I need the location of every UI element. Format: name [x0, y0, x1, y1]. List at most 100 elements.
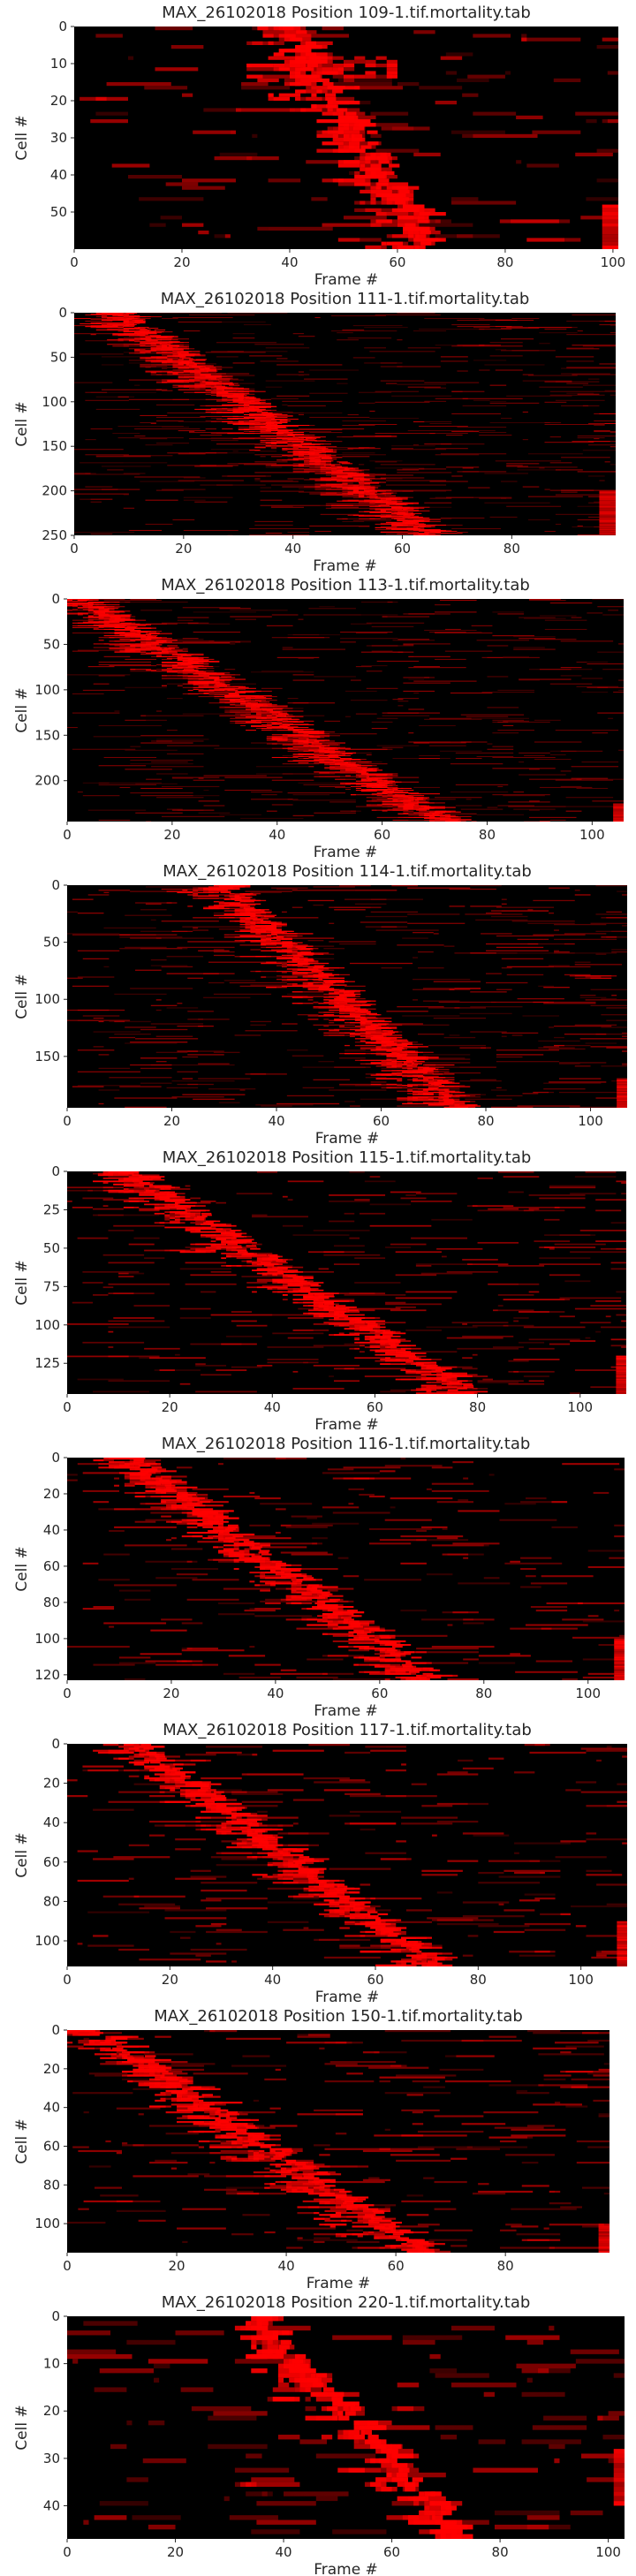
heatmap-cell	[539, 786, 593, 788]
heatmap-cell	[403, 816, 435, 818]
heatmap-cell	[392, 819, 445, 821]
heatmap-cell	[601, 917, 627, 919]
heatmap-cell	[125, 313, 138, 314]
heatmap-cell	[365, 170, 376, 175]
heatmap-cell	[298, 456, 332, 458]
heatmap-cell	[380, 366, 441, 367]
heatmap-cell	[181, 93, 193, 97]
heatmap-cell	[181, 360, 193, 362]
heatmap-cell	[117, 320, 129, 322]
heatmap-cell	[566, 360, 594, 362]
heatmap-cell	[209, 375, 222, 376]
heatmap-cell	[610, 464, 616, 466]
heatmap-cell	[345, 752, 357, 754]
heatmap-cell	[320, 477, 348, 479]
heatmap-cell	[371, 777, 382, 778]
heatmap-cell	[424, 502, 452, 504]
heatmap-cell	[429, 433, 468, 435]
heatmap-cell	[253, 919, 264, 921]
heatmap-cell	[500, 328, 540, 330]
heatmap-cell	[352, 489, 359, 491]
heatmap-cell	[194, 501, 228, 503]
heatmap-cell	[358, 464, 365, 466]
heatmap-cell	[177, 617, 209, 618]
heatmap-cell	[231, 398, 244, 400]
heatmap-cell	[187, 666, 204, 668]
heatmap-cell	[301, 735, 313, 737]
heatmap-cell	[599, 514, 616, 516]
heatmap-cell	[425, 812, 436, 814]
heatmap-cell	[371, 779, 382, 781]
heatmap-cell	[140, 438, 168, 440]
heatmap-cell	[257, 226, 269, 231]
heatmap-cell	[171, 666, 178, 668]
heatmap-cell	[602, 212, 618, 216]
heatmap-cell	[146, 778, 162, 780]
heatmap-cell	[254, 520, 293, 522]
heatmap-cell	[565, 797, 614, 799]
heatmap-cell	[527, 943, 564, 945]
heatmap-cell	[521, 37, 581, 42]
heatmap-cell	[255, 717, 288, 719]
heatmap-cell	[223, 903, 240, 905]
heatmap-cell	[98, 675, 125, 677]
heatmap-cell	[380, 478, 403, 480]
heatmap-cell	[398, 803, 404, 805]
heatmap-cell	[193, 686, 209, 688]
heatmap-cell	[146, 333, 157, 335]
heatmap-cell	[140, 909, 167, 911]
heatmap-cell	[599, 500, 616, 502]
heatmap-cell	[473, 133, 538, 138]
heatmap-cell	[188, 658, 200, 660]
heatmap-cell	[269, 711, 281, 713]
heatmap-cell	[128, 379, 178, 381]
heatmap-cell	[182, 673, 188, 675]
heatmap-cell	[367, 496, 378, 497]
heatmap-cell	[599, 520, 616, 522]
heatmap-cell	[490, 1001, 549, 1004]
heatmap-cell	[331, 468, 337, 470]
heatmap-cell	[405, 521, 418, 523]
heatmap-cell	[321, 458, 333, 460]
heatmap-cell	[375, 223, 398, 227]
heatmap-cell	[189, 354, 201, 356]
heatmap-cell	[529, 809, 540, 811]
heatmap-cell	[210, 407, 228, 409]
heatmap-cell	[85, 391, 108, 393]
heatmap-cell	[208, 961, 272, 963]
heatmap-cell	[365, 64, 376, 68]
heatmap-cell	[349, 962, 413, 965]
heatmap-cell	[172, 373, 178, 375]
heatmap-cell	[325, 455, 337, 457]
heatmap-cell	[205, 428, 216, 430]
heatmap-cell	[319, 747, 351, 749]
heatmap-cell	[420, 231, 431, 235]
heatmap-cell	[232, 400, 255, 402]
heatmap-cell	[198, 231, 209, 235]
heatmap-cell	[385, 490, 413, 492]
heatmap-cell	[172, 379, 201, 381]
heatmap-cell	[266, 716, 277, 718]
heatmap-cell	[219, 701, 246, 703]
heatmap-cell	[141, 636, 153, 638]
heatmap-cell	[150, 356, 163, 358]
y-tick-label: 0	[58, 19, 67, 34]
heatmap-cell	[183, 372, 195, 374]
heatmap-cell	[287, 478, 305, 480]
heatmap-cell	[352, 357, 375, 359]
heatmap-cell	[128, 339, 163, 341]
heatmap-cell	[223, 913, 251, 915]
heatmap-cell	[218, 928, 251, 930]
heatmap-cell	[178, 377, 190, 379]
heatmap-cell	[356, 1001, 367, 1004]
heatmap-cell	[299, 949, 311, 951]
heatmap-cell	[292, 996, 314, 998]
heatmap-cell	[98, 784, 157, 785]
heatmap-cell	[284, 78, 301, 82]
heatmap-cell	[200, 384, 223, 386]
heatmap-cell	[254, 426, 283, 428]
heatmap-cell	[365, 1031, 376, 1033]
heatmap-cell	[191, 665, 202, 667]
heatmap-cell	[130, 937, 162, 939]
heatmap-cell	[325, 483, 343, 485]
